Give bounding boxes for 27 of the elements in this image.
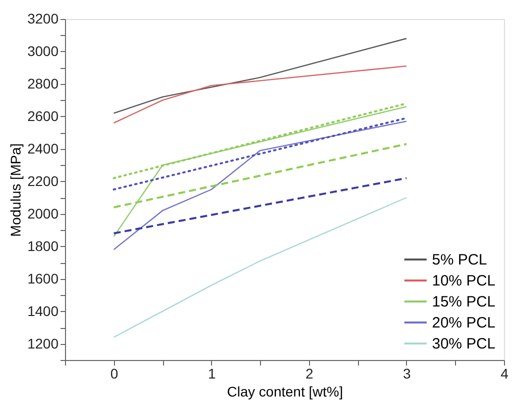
y-tick-label: 1800	[27, 238, 59, 254]
line-series	[113, 120, 408, 250]
line-series	[113, 65, 408, 124]
x-tick-label: 3	[403, 366, 412, 382]
y-tick-label: 1600	[27, 270, 59, 286]
legend-label: 20% PCL	[432, 314, 496, 332]
x-tick-label: 0	[110, 366, 118, 382]
legend-label: 30% PCL	[432, 336, 496, 352]
y-tick-label: 3000	[27, 42, 59, 59]
x-tick-label: 4	[500, 366, 509, 382]
y-tick-label: 1400	[27, 302, 59, 319]
y-axis-title: Modulus [MPa]	[7, 143, 24, 237]
legend-label: 5% PCL	[432, 252, 488, 268]
y-tick-label: 2200	[27, 172, 59, 189]
line-series	[113, 38, 408, 114]
y-tick-label: 2400	[27, 140, 59, 156]
y-tick-label: 2600	[27, 108, 59, 124]
legend-label: 15% PCL	[432, 294, 496, 310]
y-tick-label: 2800	[27, 75, 59, 92]
y-tick-label: 2000	[27, 205, 59, 222]
x-tick-label: 2	[305, 366, 314, 382]
legend-label: 10% PCL	[432, 272, 496, 290]
y-tick-label: 3200	[27, 10, 59, 26]
y-tick-label: 1200	[27, 335, 59, 352]
line-series	[113, 197, 408, 338]
x-tick-label: 1	[208, 366, 216, 382]
x-axis-title: Clay content [wt%]	[227, 384, 343, 400]
